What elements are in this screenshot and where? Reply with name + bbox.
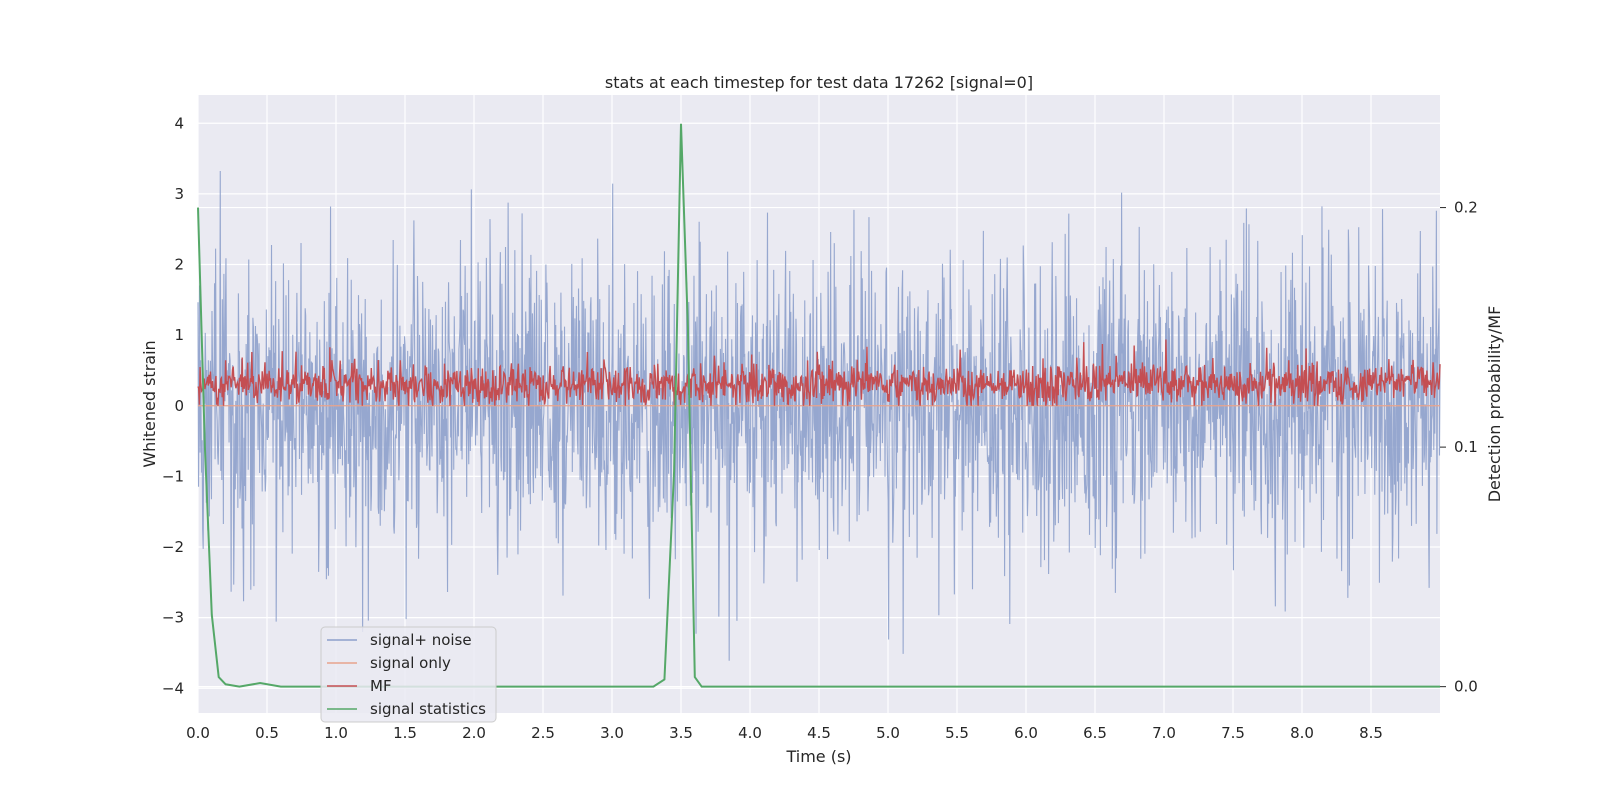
y2-tick-label: 0.1 (1454, 438, 1478, 456)
legend-box (320, 626, 497, 723)
series-signal-noise (197, 170, 1441, 661)
x-tick-label: 1.0 (324, 724, 348, 742)
series-mf (197, 339, 1441, 406)
x-tick-label: 4.0 (738, 724, 762, 742)
x-tick-label: 2.5 (531, 724, 555, 742)
x-axis-ticks: 0.0 0.5 1.0 1.5 2.0 2.5 3.0 3.5 4.0 4.5 5.0 5.5 6.0 6… (186, 724, 1383, 742)
x-tick-label: 7.5 (1221, 724, 1245, 742)
x-tick-label: 3.5 (669, 724, 693, 742)
x-tick-label: 4.5 (807, 724, 831, 742)
chart-title: stats at each timestep for test data 172… (605, 73, 1033, 92)
y-tick-label: 2 (174, 256, 184, 274)
y-tick-label: −2 (162, 538, 184, 556)
y-tick-label: 1 (174, 326, 184, 344)
y2-tick-label: 0.0 (1454, 678, 1478, 696)
x-tick-label: 7.0 (1152, 724, 1176, 742)
legend-label-mf: MF (370, 677, 392, 695)
x-axis-label: Time (s) (785, 747, 851, 766)
y2-axis-ticks: 0.2 0.1 0.0 (1440, 199, 1478, 696)
y-tick-label: 0 (174, 397, 184, 415)
x-tick-label: 5.5 (945, 724, 969, 742)
x-tick-label: 1.5 (393, 724, 417, 742)
legend: signal+ noise signal only MF signal stat… (320, 626, 497, 723)
signal-noise-line (197, 170, 1441, 661)
x-tick-label: 6.5 (1083, 724, 1107, 742)
legend-label-signal-only: signal only (370, 654, 451, 672)
x-tick-label: 0.5 (255, 724, 279, 742)
y-axis-label: Whitened strain (140, 340, 159, 467)
legend-label-signal-noise: signal+ noise (370, 631, 472, 649)
y-tick-label: −4 (162, 679, 184, 697)
x-tick-label: 8.5 (1359, 724, 1383, 742)
legend-label-signal-statistics: signal statistics (370, 700, 486, 718)
y-tick-label: −1 (162, 467, 184, 485)
y-tick-label: −3 (162, 609, 184, 627)
x-tick-label: 2.0 (462, 724, 486, 742)
x-tick-label: 8.0 (1290, 724, 1314, 742)
y2-axis-label: Detection probability/MF (1485, 306, 1504, 503)
y-axis-ticks: 4 3 2 1 0 −1 −2 −3 −4 (162, 114, 184, 697)
mf-line (197, 339, 1441, 406)
x-tick-label: 6.0 (1014, 724, 1038, 742)
y-tick-label: 4 (174, 114, 184, 132)
x-tick-label: 5.0 (876, 724, 900, 742)
x-tick-label: 3.0 (600, 724, 624, 742)
y-tick-label: 3 (174, 185, 184, 203)
y2-tick-label: 0.2 (1454, 199, 1478, 217)
x-tick-label: 0.0 (186, 724, 210, 742)
